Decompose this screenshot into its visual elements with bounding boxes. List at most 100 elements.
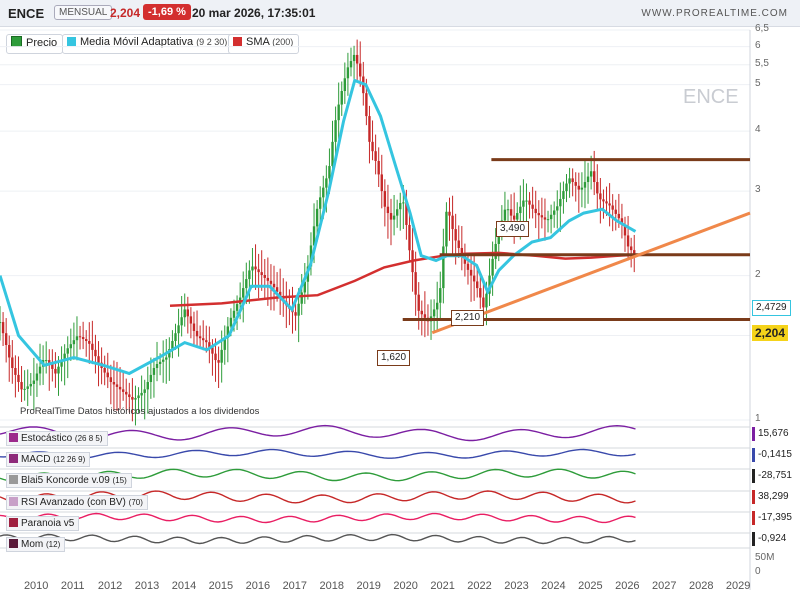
candle-body — [180, 317, 183, 326]
candle-body — [349, 61, 353, 68]
koncorde-value: -28,751 — [752, 469, 795, 483]
indicator-momentum[interactable]: Mom (12) — [6, 537, 66, 552]
indicator-rsi-params: (70) — [128, 498, 143, 507]
legend-sma[interactable]: SMA (200) — [228, 34, 300, 54]
candle-body — [29, 383, 32, 387]
x-tick-label: 2029 — [725, 580, 751, 592]
candle-body — [275, 287, 279, 292]
candle-body — [633, 250, 636, 254]
legend-price-label: Precio — [26, 37, 58, 49]
candle-body — [214, 353, 217, 361]
candle-body — [85, 339, 88, 341]
candle-body — [463, 255, 467, 264]
candle-body — [220, 349, 223, 363]
candle-body — [537, 213, 540, 216]
y-tick-label: 4 — [755, 124, 761, 136]
candle-body — [405, 202, 408, 225]
candle-body — [352, 54, 356, 62]
candle-body — [66, 348, 69, 354]
candle-body — [208, 342, 211, 348]
candle-body — [8, 344, 11, 358]
candle-body — [340, 91, 343, 105]
candle-body — [88, 340, 91, 344]
candle-body — [580, 187, 584, 190]
candle-body — [4, 333, 8, 345]
symbol-label: ENCE — [8, 6, 45, 21]
candle-body — [586, 176, 590, 183]
candle-body — [248, 270, 251, 280]
y-tick-label: 1 — [755, 413, 761, 424]
indicator-koncorde-params: (15) — [112, 476, 127, 485]
candle-body — [460, 247, 464, 256]
candle-body — [266, 277, 270, 281]
indicator-macd[interactable]: MACD (12 26 9) — [6, 452, 91, 467]
indicator-rsi[interactable]: RSI Avanzado (con BV) (70) — [6, 495, 148, 510]
candle-body — [546, 219, 550, 221]
datetime-label: 20 mar 2026, 17:35:01 — [192, 6, 316, 20]
y-tick-label: 6 — [755, 39, 761, 51]
candle-body — [263, 275, 266, 278]
candle-body — [242, 288, 245, 298]
y-tick-label: 3 — [755, 184, 761, 196]
y-tick-label: 5 — [755, 77, 761, 89]
indicator-koncorde[interactable]: Blai5 Koncorde v.09 (15) — [6, 473, 132, 488]
candle-body — [512, 215, 516, 220]
candle-body — [38, 366, 42, 374]
legend-ama[interactable]: Media Móvil Adaptativa (9 2 30) — [62, 34, 234, 54]
candle-body — [269, 280, 273, 284]
candle-body — [149, 374, 153, 383]
candle-body — [577, 185, 581, 190]
candle-body — [300, 292, 303, 304]
x-tick-label: 2016 — [245, 580, 271, 592]
candle-body — [195, 330, 199, 337]
candle-body — [328, 166, 331, 179]
candle-body — [549, 214, 553, 220]
candle-body — [472, 275, 476, 282]
site-label[interactable]: WWW.PROREALTIME.COM — [641, 8, 788, 19]
x-tick-label: 2011 — [60, 580, 85, 592]
candle-body — [626, 235, 630, 247]
candle-body — [383, 191, 387, 207]
candle-body — [556, 206, 559, 211]
indicator-momentum-name: Mom — [21, 539, 44, 550]
candle-body — [297, 303, 300, 316]
period-selector[interactable]: MENSUAL — [54, 5, 113, 20]
candle-body — [54, 368, 57, 374]
candle-body — [380, 174, 383, 192]
candle-body — [408, 224, 411, 251]
candle-body — [611, 205, 614, 210]
candle-body — [72, 340, 76, 345]
candle-body — [35, 373, 39, 381]
indicator-stochastic-name: Estocástico — [21, 433, 73, 444]
paranoia-value: -17,395 — [752, 511, 795, 525]
indicator-paranoia-name: Paranoia v5 — [21, 518, 75, 529]
x-tick-label: 2027 — [652, 580, 677, 592]
legend-sma-params: (200) — [272, 37, 294, 47]
candle-body — [325, 178, 328, 188]
indicator-paranoia[interactable]: Paranoia v5 — [6, 516, 80, 531]
candle-body — [211, 347, 214, 354]
candle-body — [134, 398, 137, 400]
candle-body — [395, 209, 399, 216]
indicator-line — [0, 468, 636, 482]
candle-body — [48, 360, 51, 365]
candle-body — [226, 326, 230, 338]
candle-body — [605, 201, 608, 204]
candle-body — [205, 340, 208, 343]
candle-body — [20, 382, 23, 390]
candle-body — [445, 211, 448, 247]
candle-body — [359, 63, 362, 77]
candle-body — [435, 302, 439, 310]
candle-body — [466, 263, 470, 270]
stochastic-value: 15,676 — [752, 427, 792, 441]
x-tick-label: 2022 — [467, 580, 492, 592]
indicator-line — [0, 533, 636, 545]
y-tick-label: 2 — [755, 268, 761, 280]
indicator-stochastic[interactable]: Estocástico (26 8 5) — [6, 431, 108, 446]
candle-body — [432, 309, 436, 317]
candle-body — [189, 316, 193, 324]
candle-body — [260, 272, 263, 276]
ama-value-label: 2,4729 — [752, 300, 791, 316]
candle-body — [97, 356, 100, 363]
